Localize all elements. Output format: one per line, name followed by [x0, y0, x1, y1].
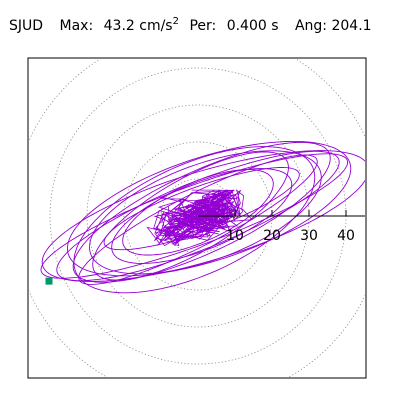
radial-tick-label: 10: [226, 228, 244, 244]
orbit-core: [146, 188, 253, 247]
orbit-loop: [41, 150, 365, 282]
orbit-loop: [111, 168, 293, 264]
max-amplitude-marker-group: [45, 277, 53, 285]
radial-axis: 10 20 30 40: [198, 210, 365, 244]
orbit-loop: [89, 150, 322, 275]
max-label: Max:: [59, 18, 94, 34]
max-unit-exponent: 2: [172, 16, 179, 27]
chart-header: SJUD Max: 43.2 cm/s2 Per: 0.400 s Ang: 2…: [9, 12, 372, 36]
particle-orbit: [40, 140, 365, 294]
max-amplitude-marker: [45, 277, 53, 285]
per-label: Per:: [189, 18, 217, 34]
max-unit: cm/s2: [139, 16, 179, 34]
per-value: 0.400 s: [226, 18, 279, 34]
orbit-loop: [66, 140, 352, 277]
radial-tick-label: 40: [337, 228, 355, 244]
orbit-loop: [56, 150, 340, 282]
orbit-loop: [72, 141, 331, 283]
plot-frame: [27, 57, 367, 379]
radial-tick-label: 20: [263, 228, 281, 244]
station-code: SJUD: [9, 18, 44, 34]
ang-label: Ang:: [294, 18, 328, 34]
radial-tick-label: 30: [300, 228, 318, 244]
ang-value: 204.1: [331, 18, 372, 34]
orbit-loop: [103, 167, 300, 251]
orbit-loop: [73, 146, 316, 294]
max-value: 43.2: [103, 18, 135, 34]
orbit-loop: [122, 169, 274, 256]
